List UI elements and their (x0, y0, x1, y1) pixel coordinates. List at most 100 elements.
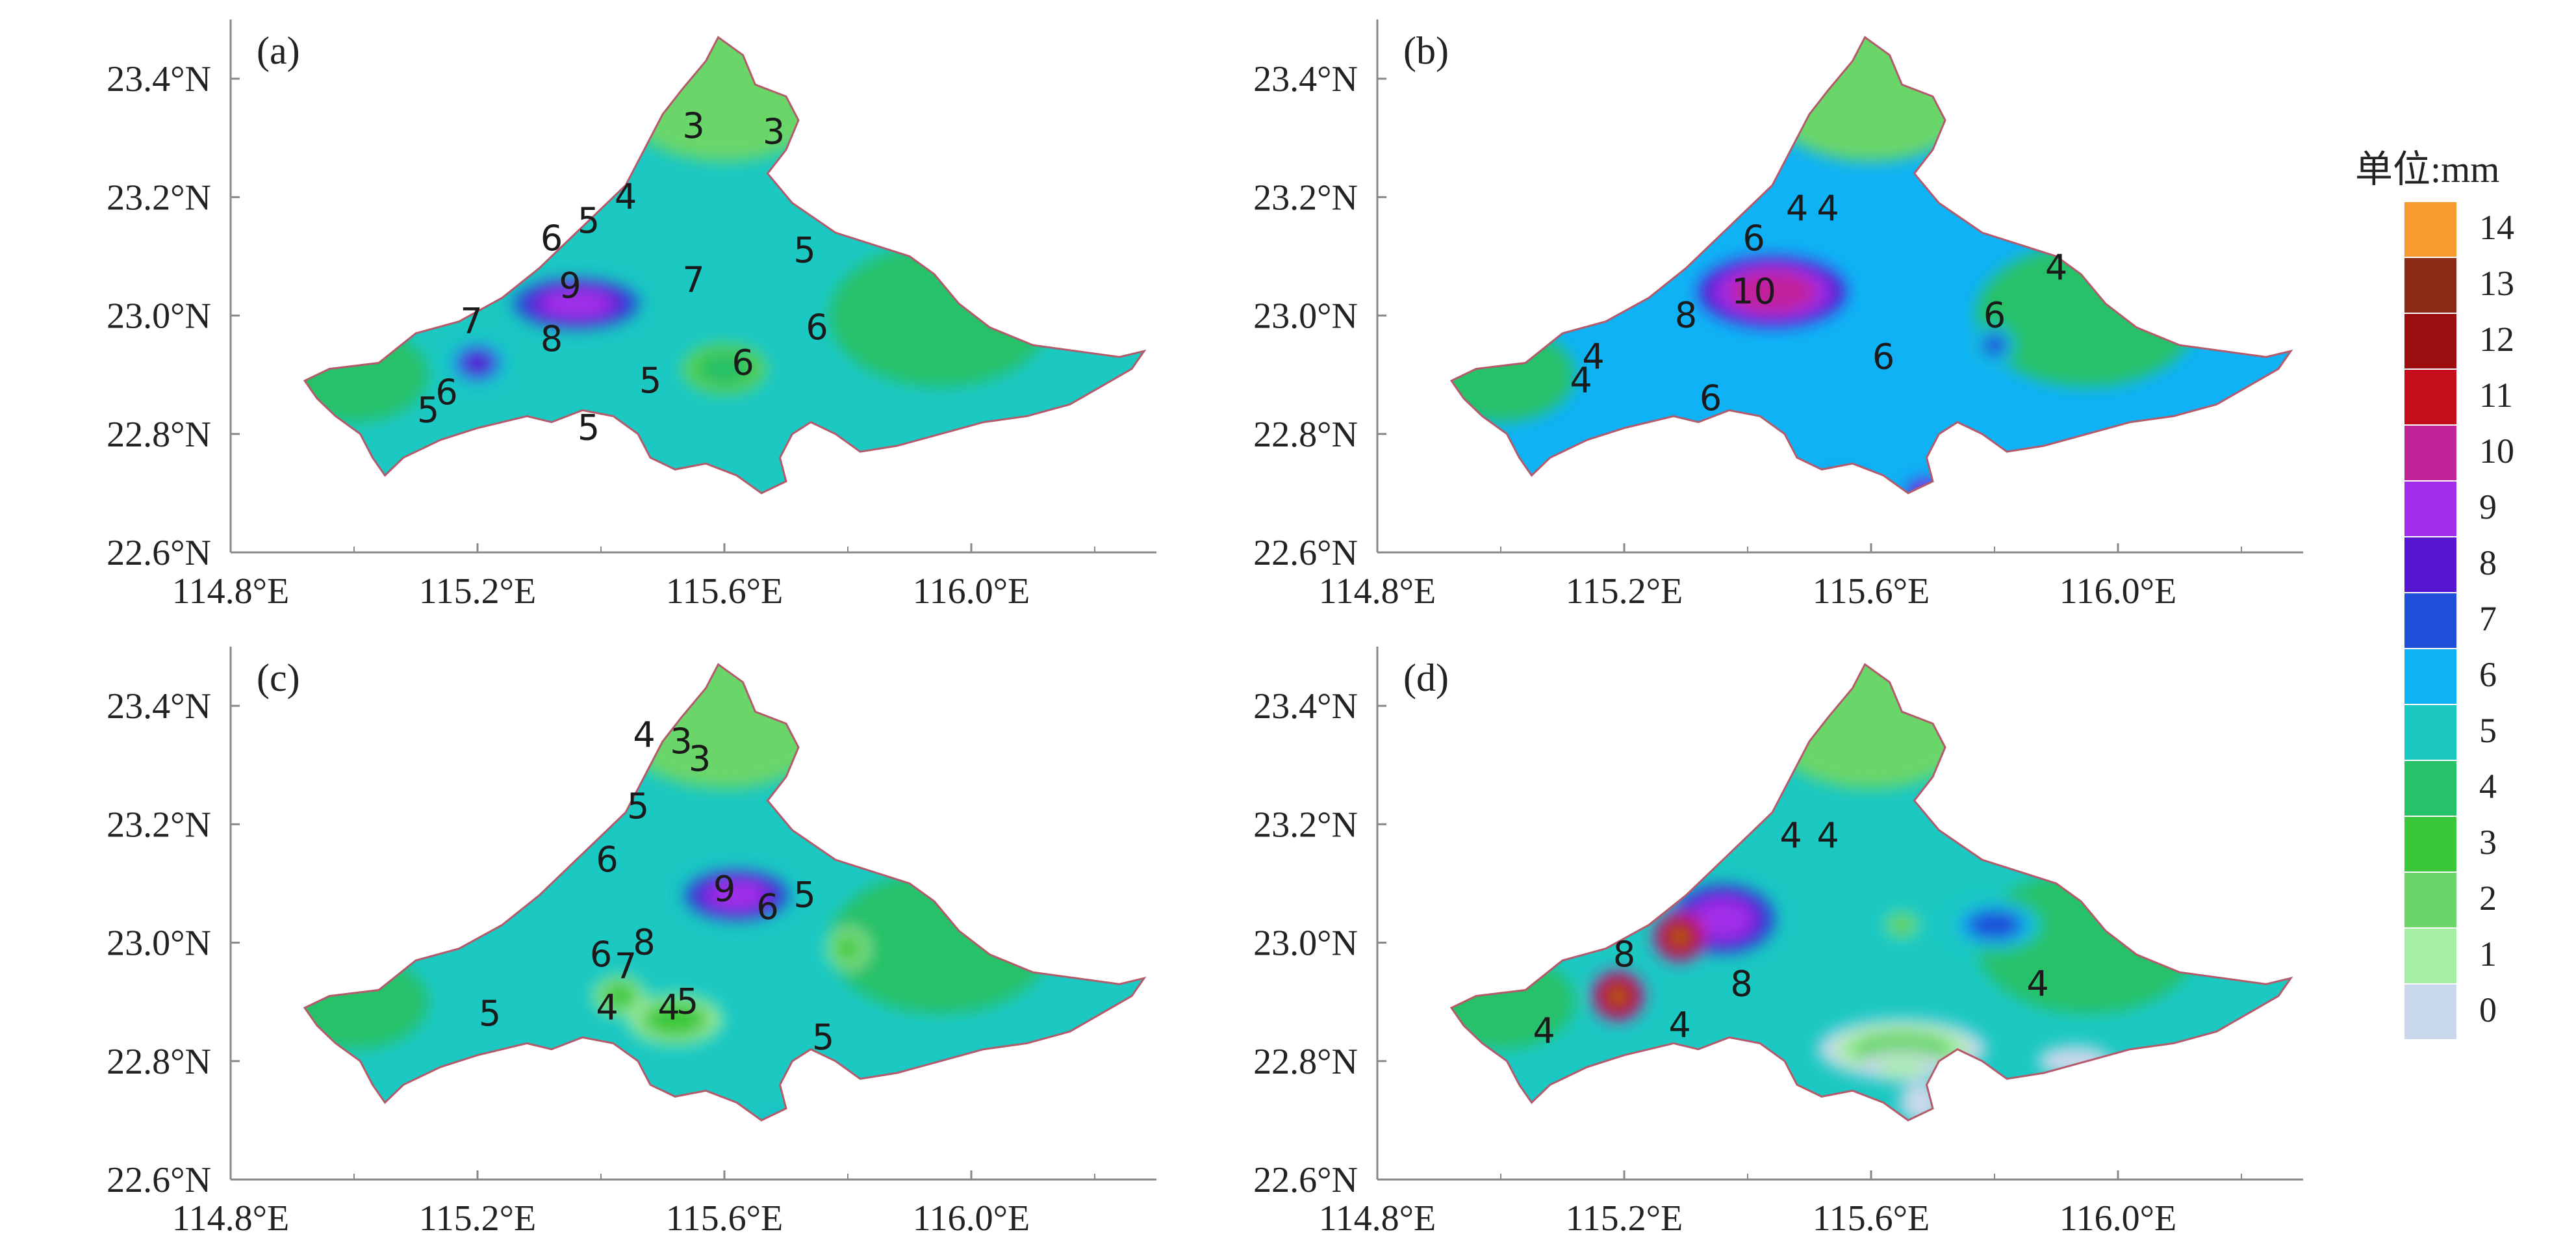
contour-label: 6 (806, 307, 828, 348)
lon-tick-label: 114.8°E (1319, 571, 1436, 612)
contour-label: 4 (615, 176, 637, 217)
lat-tick-label: 22.8°N (1253, 1042, 1358, 1082)
contour-label: 6 (756, 886, 778, 927)
contour-label: 6 (596, 839, 618, 880)
colorbar-swatch (2403, 368, 2458, 426)
map-panel: 22.6°N 22.8°N 23.0°N 23.2°N 23.4°N 114.8°E 115… (1253, 19, 2303, 612)
contour-label: 6 (1742, 218, 1765, 259)
contour-label: 5 (793, 229, 815, 270)
contour-label: 4 (1570, 360, 1592, 401)
lat-tick-label: 23.4°N (1253, 686, 1358, 727)
lat-tick-label: 22.6°N (1253, 1160, 1358, 1200)
lon-tick-label: 115.2°E (419, 571, 537, 612)
contour-label: 4 (2026, 963, 2048, 1004)
colorbar-swatch (2403, 313, 2458, 370)
lat-tick-label: 22.6°N (107, 533, 211, 573)
contour-label: 8 (1675, 295, 1697, 336)
lon-tick-label: 115.6°E (1813, 1198, 1930, 1239)
rainfall-field (1451, 37, 2291, 493)
lat-tick-label: 22.8°N (107, 415, 211, 455)
colorbar-swatch (2403, 760, 2458, 817)
lon-tick-label: 114.8°E (172, 571, 290, 612)
contour-label: 4 (1786, 188, 1808, 229)
lat-tick-label: 23.0°N (1253, 296, 1358, 337)
lat-tick-label: 23.0°N (1253, 923, 1358, 964)
lon-tick-label: 116.0°E (2060, 571, 2177, 612)
colorbar-swatch (2403, 257, 2458, 314)
map-axes: 22.6°N 22.8°N 23.0°N 23.2°N 23.4°N 114.8°E 115… (107, 19, 1156, 612)
colorbar-swatch (2403, 536, 2458, 593)
lat-tick-label: 22.8°N (1253, 415, 1358, 455)
contour-label: 4 (1779, 816, 1802, 857)
colorbar-swatch (2403, 648, 2458, 705)
contour-label: 9 (559, 265, 581, 306)
colorbar-level-label: 3 (2479, 823, 2497, 862)
lat-tick-label: 23.2°N (107, 177, 211, 218)
colorbar-swatch (2403, 816, 2458, 873)
lat-tick-label: 22.6°N (1253, 533, 1358, 573)
colorbar-level-label: 1 (2479, 935, 2497, 974)
colorbar-swatch (2403, 927, 2458, 985)
region-border (1449, 663, 2293, 1122)
colorbar-level-label: 7 (2479, 599, 2497, 638)
contour-label: 5 (793, 875, 815, 916)
colorbar-swatch (2403, 592, 2458, 649)
lon-tick-label: 115.6°E (1813, 571, 1930, 612)
map-axes: 22.6°N 22.8°N 23.0°N 23.2°N 23.4°N 114.8°E 115… (107, 647, 1156, 1239)
contour-label: 7 (460, 301, 482, 342)
lat-tick-label: 23.0°N (107, 296, 211, 337)
panel-label: (b) (1403, 29, 1449, 72)
colorbar-level-label: 8 (2479, 543, 2497, 582)
lat-tick-label: 23.4°N (107, 59, 211, 99)
lon-tick-label: 116.0°E (913, 571, 1030, 612)
contour-label: 4 (596, 987, 618, 1028)
lat-tick-label: 23.2°N (107, 805, 211, 845)
map-panel: 22.6°N 22.8°N 23.0°N 23.2°N 23.4°N 114.8°E 115… (107, 647, 1156, 1239)
contour-label: 8 (1730, 963, 1752, 1004)
colorbar-level-label: 11 (2479, 376, 2513, 415)
contour-label: 4 (633, 715, 655, 756)
rainfall-field (1451, 664, 2291, 1120)
colorbar-swatch (2403, 201, 2458, 258)
lat-tick-label: 23.4°N (1253, 59, 1358, 99)
contour-label: 3 (682, 105, 704, 146)
map-panel: 22.6°N 22.8°N 23.0°N 23.2°N 23.4°N 114.8°E 115… (107, 19, 1156, 612)
lon-tick-label: 115.2°E (1566, 1198, 1683, 1239)
lon-tick-label: 114.8°E (1319, 1198, 1436, 1239)
contour-label: 5 (812, 1016, 834, 1057)
contour-label: 4 (1817, 188, 1839, 229)
contour-label: 10 (1731, 271, 1776, 312)
region-border (303, 36, 1147, 495)
colorbar-swatch (2403, 983, 2458, 1040)
panel-label: (c) (257, 656, 300, 699)
contour-label: 6 (1983, 295, 2006, 336)
panel-label: (a) (257, 29, 300, 72)
contour-label: 7 (615, 946, 637, 987)
contour-label: 5 (676, 981, 698, 1022)
contour-label: 4 (1533, 1011, 1555, 1051)
contour-label: 4 (1668, 1005, 1690, 1046)
panel-label: (d) (1403, 656, 1449, 699)
region-border (303, 663, 1147, 1122)
lon-tick-label: 115.2°E (419, 1198, 537, 1239)
lat-tick-label: 23.2°N (1253, 177, 1358, 218)
contour-label: 6 (732, 342, 754, 383)
colorbar-title: 单位:mm (2355, 148, 2499, 190)
colorbar-level-label: 6 (2479, 655, 2497, 694)
lon-tick-label: 115.2°E (1566, 571, 1683, 612)
colorbar-level-label: 5 (2479, 711, 2497, 750)
contour-label: 9 (713, 869, 735, 910)
lat-tick-label: 23.0°N (107, 923, 211, 964)
colorbar-level-label: 12 (2479, 320, 2514, 359)
contour-label: 8 (1613, 934, 1635, 975)
contour-label: 4 (1582, 336, 1604, 377)
contour-label: 5 (578, 407, 600, 448)
colorbar-level-label: 14 (2479, 208, 2514, 247)
colorbar-level-label: 13 (2479, 264, 2514, 303)
contour-label: 8 (633, 922, 655, 963)
colorbar-level-label: 0 (2479, 990, 2497, 1029)
contour-label: 5 (578, 200, 600, 241)
colorbar-swatch (2403, 480, 2458, 537)
